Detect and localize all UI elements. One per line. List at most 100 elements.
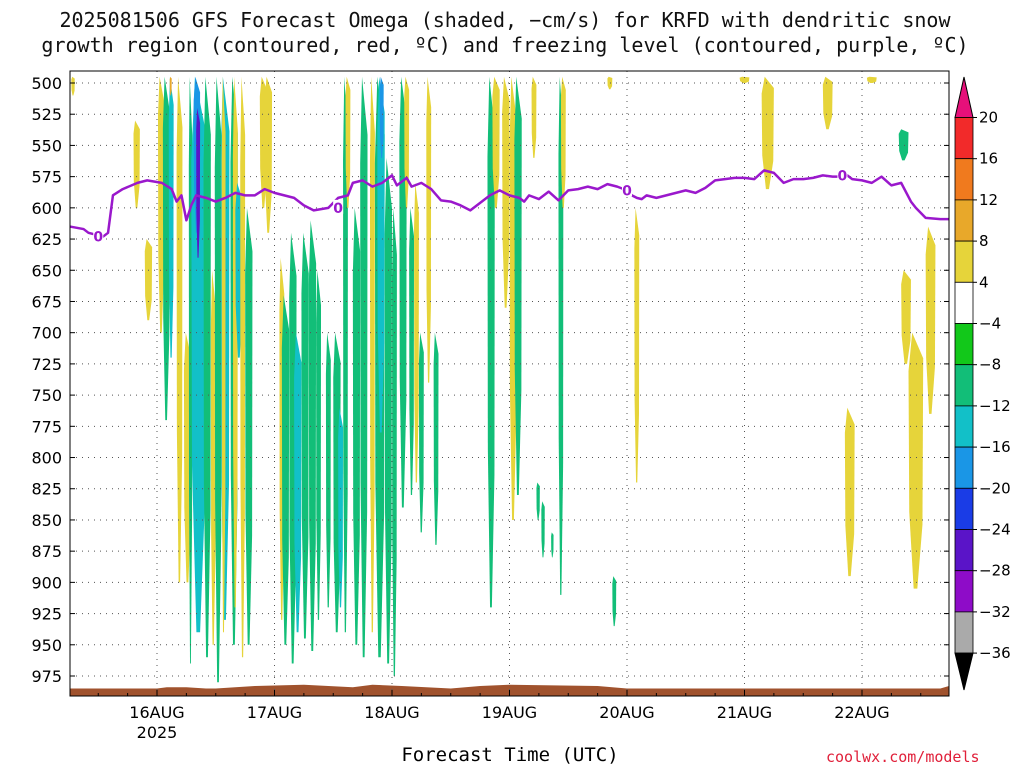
omega-band <box>908 332 924 589</box>
omega-band <box>345 76 351 208</box>
freezing-level-label-bg <box>93 228 104 243</box>
y-axis-ticks: 500 525 550 575 600 625 650 675 700 725 750 775 800 8… <box>31 74 949 686</box>
freezing-level-line <box>69 169 949 238</box>
omega-band <box>409 207 415 495</box>
y-tick-label: 550 <box>31 136 62 155</box>
omega-shading-layer <box>71 76 936 683</box>
credit-link[interactable]: coolwx.com/models <box>826 748 980 766</box>
freezing-level-label: 0 <box>838 168 848 184</box>
y-tick-label: 825 <box>31 480 62 499</box>
colorbar-segment <box>954 405 974 448</box>
omega-band <box>203 76 211 658</box>
omega-band <box>71 76 75 96</box>
colorbar-segment <box>954 487 974 530</box>
colorbar-label: −32 <box>979 603 1011 621</box>
y-tick-label: 700 <box>31 324 62 343</box>
colorbar-top-triangle <box>954 76 974 118</box>
x-axis-label: Forecast Time (UTC) <box>401 744 619 766</box>
y-tick-label: 975 <box>31 667 62 686</box>
colorbar-segment <box>954 611 974 654</box>
x-tick-label: 19AUG <box>482 703 537 722</box>
omega-band <box>214 76 222 683</box>
colorbar-segment <box>954 199 974 242</box>
omega-band <box>560 76 566 208</box>
colorbar-label: −8 <box>979 356 1001 374</box>
colorbar-segment <box>954 323 974 366</box>
colorbar-segment <box>954 446 974 489</box>
omega-band <box>426 76 432 383</box>
grid-lines <box>70 71 949 696</box>
omega-band <box>162 76 170 421</box>
omega-band <box>338 407 344 608</box>
y-tick-label: 525 <box>31 105 62 124</box>
omega-band <box>176 76 183 583</box>
omega-band <box>399 76 407 508</box>
y-tick-label: 925 <box>31 605 62 624</box>
freezing-level-label-bg <box>333 199 344 214</box>
omega-band <box>433 332 439 545</box>
chart-title: 2025081506 GFS Forecast Omega (shaded, −… <box>59 8 951 32</box>
omega-band <box>531 76 537 158</box>
colorbar-segment <box>954 240 974 283</box>
omega-band <box>612 576 617 627</box>
omega-band <box>221 76 226 633</box>
omega-band <box>898 129 909 161</box>
omega-band <box>133 120 140 208</box>
omega-band <box>901 270 911 364</box>
colorbar-label: −20 <box>979 479 1011 497</box>
y-tick-label: 675 <box>31 292 62 311</box>
omega-band <box>343 76 348 633</box>
y-tick-label: 725 <box>31 355 62 374</box>
omega-band <box>169 76 172 96</box>
colorbar-segment <box>954 158 974 201</box>
y-tick-label: 575 <box>31 168 62 187</box>
x-tick-label: 16AUG <box>129 703 184 722</box>
omega-band <box>377 76 385 433</box>
omega-band <box>168 76 174 358</box>
colorbar-label: −36 <box>979 644 1011 662</box>
x-tick-sublabel: 2025 <box>137 723 178 742</box>
omega-band <box>301 232 309 639</box>
omega-band <box>418 332 424 533</box>
colorbar-label: −4 <box>979 315 1001 333</box>
colorbar-segment <box>954 570 974 613</box>
omega-band <box>925 226 936 414</box>
colorbar-label: −16 <box>979 438 1011 456</box>
colorbar: 20 16 12 8 4 −4 −8 −12 −16 −20 −24 −28 −32 −36 <box>954 76 1011 691</box>
omega-band <box>308 220 317 652</box>
y-tick-label: 900 <box>31 573 62 592</box>
colorbar-label: 16 <box>979 150 998 168</box>
colorbar-label: −28 <box>979 562 1011 580</box>
colorbar-segment <box>954 529 974 572</box>
x-tick-label: 21AUG <box>717 703 772 722</box>
y-tick-label: 600 <box>31 199 62 218</box>
y-tick-label: 500 <box>31 74 62 93</box>
colorbar-segment <box>954 364 974 407</box>
omega-band <box>379 76 384 158</box>
colorbar-label: −24 <box>979 521 1011 539</box>
colorbar-label: 20 <box>979 109 998 127</box>
omega-band <box>352 207 361 645</box>
freezing-level-label-bg <box>837 167 848 182</box>
omega-band <box>558 76 564 595</box>
y-tick-label: 875 <box>31 542 62 561</box>
freezing-level-label: 0 <box>93 230 103 246</box>
omega-band <box>866 76 877 83</box>
omega-band <box>281 295 290 645</box>
freezing-level-label: 0 <box>622 183 632 199</box>
y-tick-label: 800 <box>31 449 62 468</box>
y-tick-label: 950 <box>31 636 62 655</box>
x-tick-label: 17AUG <box>247 703 302 722</box>
freezing-level-layer: 0 0 0 0 <box>69 167 949 246</box>
omega-band <box>844 407 855 577</box>
omega-band <box>360 76 368 658</box>
freezing-level-label-bg <box>622 182 632 197</box>
y-tick-label: 850 <box>31 511 62 530</box>
y-tick-label: 775 <box>31 417 62 436</box>
omega-band <box>514 76 522 495</box>
y-tick-label: 625 <box>31 230 62 249</box>
omega-band <box>492 76 500 208</box>
omega-band <box>191 76 206 633</box>
y-tick-label: 750 <box>31 386 62 405</box>
